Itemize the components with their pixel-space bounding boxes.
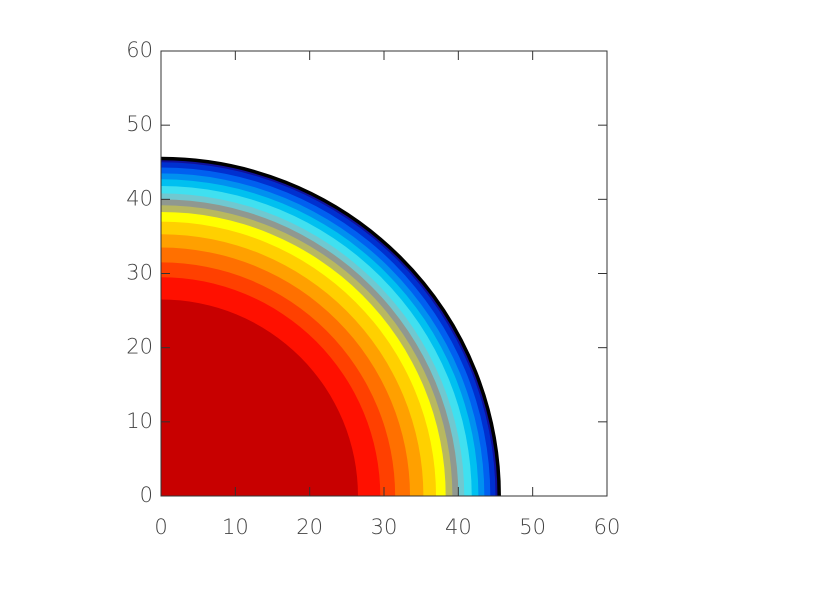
x-tick-label: 10 <box>222 515 249 539</box>
x-tick-label: 40 <box>445 515 472 539</box>
y-tick-label: 0 <box>140 483 153 507</box>
contour-band <box>161 299 358 496</box>
plot-area <box>161 156 501 496</box>
contour-outline <box>161 156 501 496</box>
y-tick-label: 10 <box>126 409 153 433</box>
x-tick-label: 0 <box>154 515 167 539</box>
y-tick-label: 50 <box>126 112 153 136</box>
x-tick-label: 20 <box>296 515 323 539</box>
y-tick-label: 40 <box>126 186 153 210</box>
x-tick-label: 60 <box>594 515 621 539</box>
y-tick-label: 30 <box>126 261 153 285</box>
x-tick-label: 50 <box>519 515 546 539</box>
y-tick-label: 20 <box>126 335 153 359</box>
x-tick-label: 30 <box>371 515 398 539</box>
y-tick-label: 60 <box>126 38 153 62</box>
